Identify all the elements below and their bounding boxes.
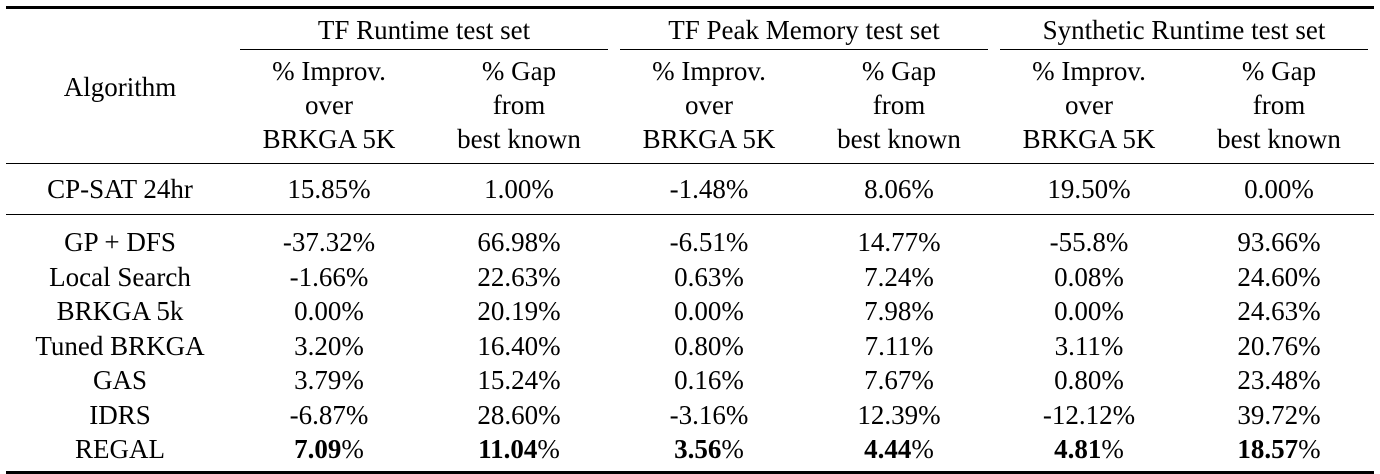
gap-header: % Gap from best known [1184,51,1374,164]
table-cell: 0.00% [674,296,744,327]
group-header-synthetic-runtime: Synthetic Runtime test set [994,6,1374,51]
algorithm-name: REGAL [6,432,234,474]
improv-header: % Improv. over BRKGA 5K [614,51,804,164]
table-row: GP + DFS -37.32% 66.98% -6.51% 14.77% -5… [6,215,1374,260]
table-cell: 7.67% [864,365,934,396]
table-cell: -12.12% [1042,399,1136,430]
group-header-tf-runtime: TF Runtime test set [234,6,614,51]
table-cell: -3.16% [669,399,749,430]
table-row: Local Search -1.66% 22.63% 0.63% 7.24% 0… [6,260,1374,295]
table-row: BRKGA 5k 0.00% 20.19% 0.00% 7.98% 0.00% … [6,294,1374,329]
algorithm-label: Algorithm [63,72,177,102]
table-cell: 0.80% [674,330,744,361]
table-cell: 39.72% [1237,399,1321,430]
table-cell: -37.32% [282,227,376,258]
table-cell: 3.79% [294,365,364,396]
table-cell: 19.50% [994,163,1184,215]
table-cell: 4.44% [804,432,994,474]
algorithm-header: Algorithm [6,6,234,164]
table-cell: 0.63% [674,261,744,292]
table-cell: -1.48% [614,163,804,215]
table-row: GAS 3.79% 15.24% 0.16% 7.67% 0.80% 23.48… [6,363,1374,398]
algorithm-name: BRKGA 5k [56,296,184,327]
table-cell: 0.16% [674,365,744,396]
algorithm-name: GAS [92,365,147,396]
table-cell: -6.51% [669,227,749,258]
gap-header: % Gap from best known [424,51,614,164]
table-row: Tuned BRKGA 3.20% 16.40% 0.80% 7.11% 3.1… [6,329,1374,364]
table-cell: 0.00% [294,296,364,327]
table-cell: -55.8% [1049,227,1129,258]
results-table: Algorithm TF Runtime test set TF Peak Me… [6,6,1374,474]
table-cell: 0.00% [1184,163,1374,215]
improv-header: % Improv. over BRKGA 5K [994,51,1184,164]
table-cell: 0.08% [1054,261,1124,292]
table-cell: 7.24% [864,261,934,292]
table-cell: 4.81% [994,432,1184,474]
table-cell: 3.20% [294,330,364,361]
table-cell: 15.85% [234,163,424,215]
table-cell: 1.00% [424,163,614,215]
table-cell: 22.63% [477,261,561,292]
table-cell: 23.48% [1237,365,1321,396]
improv-header: % Improv. over BRKGA 5K [234,51,424,164]
table-cell: 0.00% [1054,296,1124,327]
table-cell: 24.60% [1237,261,1321,292]
table-cell: 7.09% [234,432,424,474]
table-cell: 7.98% [864,296,934,327]
table-cell: 20.19% [477,296,561,327]
table-cell: 7.11% [864,330,934,361]
group-header-tf-peak-memory: TF Peak Memory test set [614,6,994,51]
algorithm-name: Local Search [49,261,191,292]
table-cell: 3.56% [614,432,804,474]
sub-header-row: % Improv. over BRKGA 5K % Gap from best know… [6,51,1374,164]
table-cell: 16.40% [477,330,561,361]
table-cell: 11.04% [424,432,614,474]
gap-header: % Gap from best known [804,51,994,164]
table-cell: -1.66% [289,261,369,292]
table-row-regal: REGAL 7.09% 11.04% 3.56% 4.44% 4.81% 18.… [6,432,1374,474]
table-cell: 93.66% [1237,227,1321,258]
algorithm-name: Tuned BRKGA [35,330,205,361]
table-cell: 14.77% [857,227,941,258]
table-cell: 8.06% [804,163,994,215]
group-header-row: Algorithm TF Runtime test set TF Peak Me… [6,6,1374,164]
table-cell: 18.57% [1184,432,1374,474]
table-cell: 3.11% [1054,330,1124,361]
table-cell: -6.87% [289,399,369,430]
table-cell: 15.24% [477,365,561,396]
table-row: IDRS -6.87% 28.60% -3.16% 12.39% -12.12%… [6,398,1374,433]
table-row-cp-sat: CP-SAT 24hr 15.85% 1.00% -1.48% 8.06% 19… [6,163,1374,215]
table-cell: 66.98% [477,227,561,258]
table-cell: 28.60% [477,399,561,430]
table-cell: 20.76% [1237,330,1321,361]
algorithm-name: CP-SAT 24hr [6,163,234,215]
algorithm-name: GP + DFS [64,227,176,258]
table-cell: 12.39% [857,399,941,430]
table-cell: 24.63% [1237,296,1321,327]
algorithm-name: IDRS [89,399,151,430]
table-cell: 0.80% [1054,365,1124,396]
